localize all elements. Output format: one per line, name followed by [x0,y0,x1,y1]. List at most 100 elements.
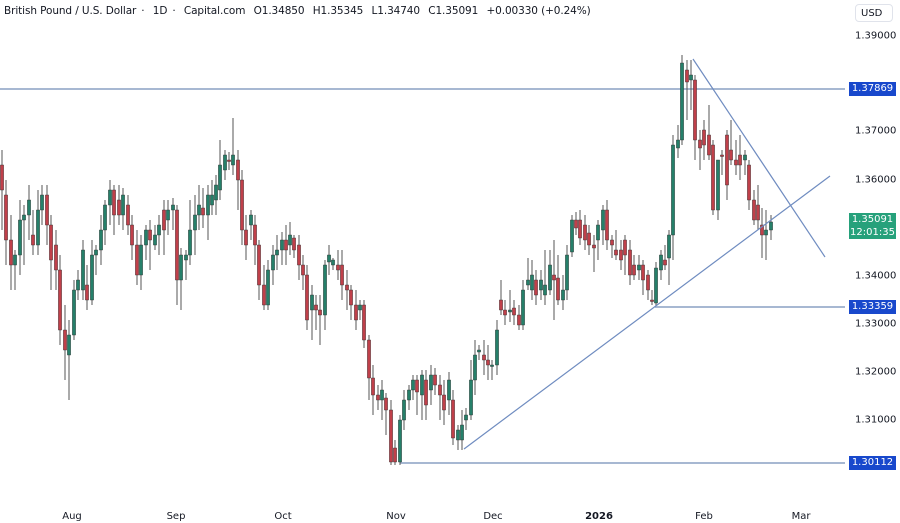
candle-up [659,254,663,271]
candle-up [108,189,112,206]
trendline[interactable] [463,175,831,450]
time-tick-label: Aug [62,511,82,522]
price-axis[interactable] [845,0,900,523]
candle-up [271,254,275,271]
candle-down [578,219,582,239]
candle-down [592,244,596,249]
candle-down [4,194,8,241]
candle-up [206,194,210,216]
candle-down [0,164,4,191]
candle-down [756,204,760,221]
price-chart-canvas[interactable] [0,0,845,500]
candle-up [469,379,473,416]
candle-down [384,397,388,411]
candle-down [175,209,179,281]
candle-down [349,289,353,306]
candle-down [31,234,35,246]
candle-down [693,79,697,141]
candle-up [288,234,292,246]
candle-down [148,229,152,241]
candle-up [166,209,170,221]
candle-up [398,419,402,463]
candle-up [72,289,76,336]
candle-down [49,224,53,261]
candle-up [144,229,148,246]
candle-up [90,254,94,301]
candle-down [162,209,166,231]
candle-down [389,409,393,463]
candle-down [438,384,442,396]
candle-down [253,224,257,246]
candle-down [393,447,397,463]
candle-up [402,399,406,421]
candle-up [769,221,773,231]
candle-up [743,154,747,161]
candle-down [354,304,358,321]
bar-countdown: 12:01:35 [850,227,895,238]
candle-down [619,249,623,261]
time-tick-label: Dec [483,511,503,522]
candle-up [99,229,103,251]
candle-down [318,309,322,316]
data-source: Capital.com [183,5,246,17]
candle-up [521,289,525,326]
candle-down [451,399,455,439]
symbol-legend: British Pound / U.S. Dollar · 1D · Capital… [4,5,596,17]
candle-down [9,239,13,266]
legend-sep-2: · [172,5,176,17]
candle-down [534,279,538,296]
ohlc-high: H1.35345 [312,5,364,17]
candle-up [637,264,641,271]
currency-selector[interactable]: USD [855,4,893,22]
candle-down [297,244,301,266]
candle-up [447,379,451,401]
candle-up [188,229,192,256]
candlestick-series [0,55,773,465]
candle-down [262,284,266,306]
horizontal-levels[interactable] [0,88,845,464]
candle-up [67,334,71,356]
candle-down [628,249,632,276]
symbol-name[interactable]: British Pound / U.S. Dollar [4,5,137,17]
candle-down [556,277,560,301]
candle-down [499,299,503,311]
candle-up [193,214,197,231]
candle-down [720,154,724,157]
candle-up [103,204,107,231]
candle-up [18,219,22,256]
candle-up [565,254,569,291]
candle-up [331,259,335,266]
candle-down [257,244,261,286]
candle-up [157,224,161,236]
candle-up [456,429,460,441]
candle-down [583,224,587,241]
candle-down [623,239,627,256]
candle-down [85,284,89,301]
candle-up [13,254,17,266]
candle-down [130,224,134,246]
time-tick-label: Oct [274,511,292,522]
candle-down [698,139,702,149]
candle-up [153,234,157,246]
candle-up [460,424,464,441]
trendlines[interactable] [463,58,831,450]
candle-up [526,279,530,286]
candle-down [236,159,240,181]
candle-down [632,264,636,276]
time-tick-label: 2026 [585,511,613,522]
candle-down [641,264,645,281]
candle-up [671,144,675,236]
candle-up [310,294,314,311]
candle-down [610,239,614,246]
candle-down [734,159,738,166]
candle-up [197,204,201,216]
candle-down [424,379,428,406]
candle-up [561,289,565,301]
trendline[interactable] [692,58,826,258]
candle-up [231,154,235,166]
candle-up [667,234,671,259]
candle-up [495,329,499,366]
candle-up [764,229,768,236]
level-price-tag: 1.33359 [849,300,896,314]
candle-up [81,249,85,291]
